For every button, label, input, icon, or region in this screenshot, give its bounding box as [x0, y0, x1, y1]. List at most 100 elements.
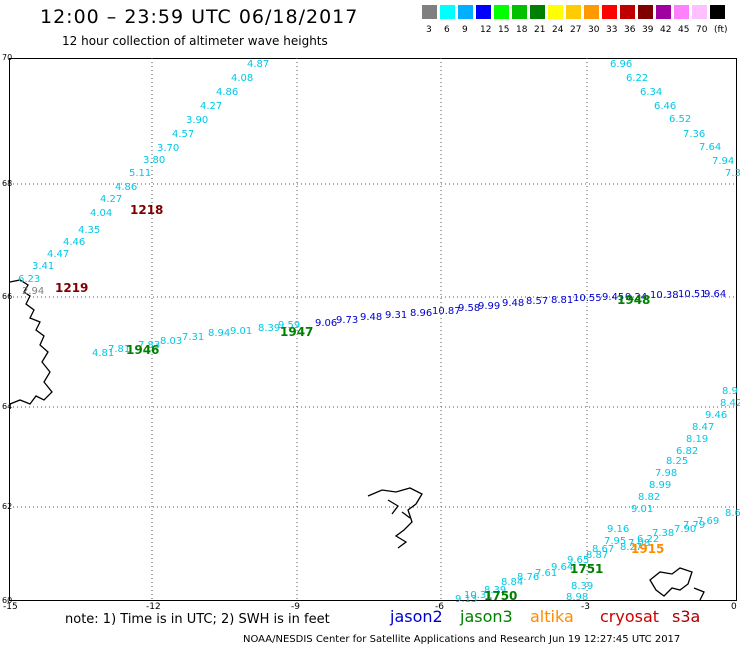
color-swatch: [494, 5, 509, 19]
pass-time-label: 1947: [280, 325, 313, 339]
wave-height-value: 9.01: [631, 504, 653, 515]
wave-height-value: 4.27: [100, 194, 122, 205]
wave-height-value: 8.6: [725, 508, 740, 519]
wave-height-value: 8.25: [666, 456, 688, 467]
wave-height-value: 6.34: [640, 87, 662, 98]
latitude-label: 60: [2, 596, 13, 605]
wave-height-value: 4.47: [47, 249, 69, 260]
iceland-coast: [9, 279, 53, 405]
wave-height-value: 4.04: [90, 208, 112, 219]
pass-time-label: 1948: [617, 293, 650, 307]
color-swatch: [638, 5, 653, 19]
faroe-islands: [367, 487, 423, 549]
wave-height-value: 6.46: [654, 101, 676, 112]
wave-height-value: 9.48: [360, 312, 382, 323]
color-scale-label: 12: [480, 25, 492, 35]
legend-item: jason2: [390, 607, 443, 626]
wave-height-value: 8.82: [638, 492, 660, 503]
wave-height-value: 6.22: [626, 73, 648, 84]
wave-height-value: 9.99: [478, 301, 500, 312]
longitude-label: -6: [435, 602, 444, 612]
coastline: [9, 279, 705, 601]
page-subtitle: 12 hour collection of altimeter wave hei…: [62, 34, 328, 48]
wave-height-value: 7.95: [604, 536, 626, 547]
wave-height-value: 9.45: [602, 292, 624, 303]
wave-height-value: 3.41: [32, 261, 54, 272]
latitude-label: 70: [2, 53, 13, 62]
color-scale-label: 45: [678, 25, 690, 35]
color-scale-label: 18: [516, 25, 528, 35]
wave-height-value: 8.76: [517, 572, 539, 583]
pass-time-label: 1915: [631, 542, 664, 556]
pass-time-label: 1750: [484, 589, 517, 603]
wave-height-value: 7.98: [655, 468, 677, 479]
wave-height-value: 4.08: [231, 73, 253, 84]
color-swatch: [656, 5, 671, 19]
wave-height-value: 9.59: [278, 320, 300, 331]
wave-height-value: 8.99: [649, 480, 671, 491]
wave-height-value: 7.36: [683, 129, 705, 140]
color-scale-label: 21: [534, 25, 546, 35]
longitude-label: -3: [581, 602, 590, 612]
color-scale-label: (ft): [714, 25, 728, 35]
color-scale-label: 9: [462, 25, 468, 35]
wave-height-value: 4.46: [63, 237, 85, 248]
wave-height-value: 8.94: [208, 328, 230, 339]
wave-height-value: 8.39: [484, 585, 506, 596]
wave-height-value: 9.58: [458, 303, 480, 314]
wave-height-value: 10.51: [678, 289, 707, 300]
color-scale-label: 39: [642, 25, 654, 35]
wave-height-value: 6.82: [676, 446, 698, 457]
wave-height-value: 9.31: [385, 310, 407, 321]
wave-height-value: 8.57: [526, 296, 548, 307]
wave-height-value: 8.84: [501, 577, 523, 588]
longitude-label: 0: [731, 602, 737, 612]
map-frame: [9, 58, 737, 601]
wave-height-value: 8.19: [686, 434, 708, 445]
wave-height-value: 4.86: [216, 87, 238, 98]
wave-height-value: 4.87: [247, 59, 269, 70]
wave-height-value: 9.01: [230, 326, 252, 337]
color-swatch: [620, 5, 635, 19]
wave-height-value: 7.3: [725, 168, 740, 179]
wave-height-value: 9.73: [336, 315, 358, 326]
color-swatch: [512, 5, 527, 19]
color-scale-label: 15: [498, 25, 510, 35]
wave-height-value: 7.81: [108, 344, 130, 355]
wave-height-value: 6.96: [610, 59, 632, 70]
color-swatch: [548, 5, 563, 19]
latitude-label: 62: [2, 502, 13, 511]
wave-height-value: 8.03: [160, 336, 182, 347]
footnote: note: 1) Time is in UTC; 2) SWH is in fe…: [65, 612, 330, 627]
wave-height-value: 9.06: [315, 318, 337, 329]
wave-height-value: 9.64: [551, 562, 573, 573]
color-scale-label: 3: [426, 25, 432, 35]
wave-height-value: 7.08: [628, 538, 650, 549]
credit-footer: NOAA/NESDIS Center for Satellite Applica…: [243, 634, 681, 645]
wave-height-value: 4.86: [115, 182, 137, 193]
color-swatch: [692, 5, 707, 19]
wave-height-value: 7.38: [652, 528, 674, 539]
wave-height-value: 9.65: [567, 555, 589, 566]
legend-item: s3a: [672, 607, 701, 626]
color-swatch: [602, 5, 617, 19]
color-swatch: [530, 5, 545, 19]
wave-height-value: 7.79: [683, 520, 705, 531]
color-scale-label: 33: [606, 25, 618, 35]
color-swatch: [476, 5, 491, 19]
wave-height-value: 6.52: [669, 114, 691, 125]
page-title: 12:00 – 23:59 UTC 06/18/2017: [40, 6, 359, 28]
wave-height-value: 5.11: [129, 168, 151, 179]
wave-height-value: 9.64: [704, 289, 726, 300]
color-scale-label: 70: [696, 25, 708, 35]
wave-height-value: 9.13: [455, 594, 477, 605]
wave-height-value: 8.96: [410, 308, 432, 319]
wave-height-value: 4.27: [200, 101, 222, 112]
legend-item: altika: [530, 607, 574, 626]
color-swatch: [566, 5, 581, 19]
wave-height-value: 10.87: [432, 306, 461, 317]
wave-height-value: 8.87: [586, 550, 608, 561]
wave-height-value: 6.23: [18, 274, 40, 285]
color-swatch: [584, 5, 599, 19]
